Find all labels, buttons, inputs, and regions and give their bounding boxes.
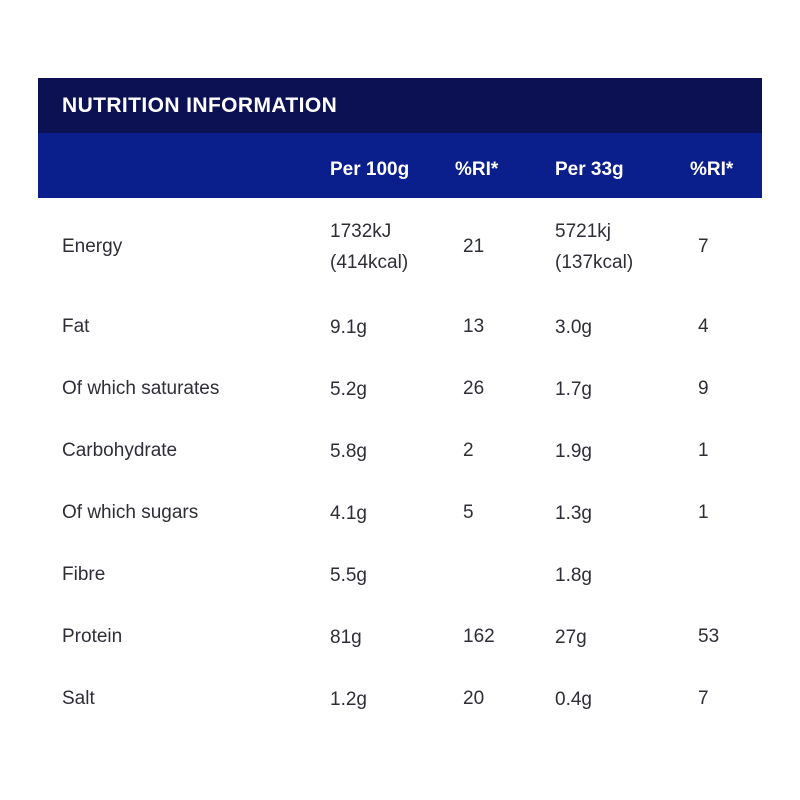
table-row-protein: Protein 81g 162 27g 53: [38, 606, 762, 668]
protein-ri-100g: 162: [463, 626, 495, 647]
salt-ri-100g: 20: [463, 688, 485, 709]
table-title: NUTRITION INFORMATION: [62, 93, 338, 117]
row-label: Fibre: [62, 564, 106, 585]
table-body: Energy 1732kJ (414kcal) 21 5721kj (137kc…: [38, 198, 762, 730]
salt-per-33g: 0.4g: [555, 688, 592, 710]
sugars-per-100g: 4.1g: [330, 502, 367, 524]
saturates-ri-33g: 9: [698, 378, 709, 399]
row-label: Energy: [62, 236, 123, 257]
protein-per-33g: 27g: [555, 626, 587, 648]
table-title-bar: NUTRITION INFORMATION: [38, 78, 762, 133]
header-ri-100g: %RI*: [455, 158, 499, 180]
sugars-per-33g: 1.3g: [555, 502, 592, 524]
header-ri-33g: %RI*: [690, 158, 734, 180]
row-label: Of which saturates: [62, 378, 220, 399]
table-row-salt: Salt 1.2g 20 0.4g 7: [38, 668, 762, 730]
sugars-ri-100g: 5: [463, 502, 474, 523]
salt-per-100g: 1.2g: [330, 688, 367, 710]
table-row-carbohydrate: Carbohydrate 5.8g 2 1.9g 1: [38, 420, 762, 482]
row-label: Of which sugars: [62, 502, 199, 523]
header-per-100g: Per 100g: [330, 158, 410, 180]
fat-ri-100g: 13: [463, 316, 485, 337]
table-header-row: Per 100g %RI* Per 33g %RI*: [38, 133, 762, 198]
fat-per-33g: 3.0g: [555, 316, 592, 338]
table-row-fat: Fat 9.1g 13 3.0g 4: [38, 296, 762, 358]
table-row-fibre: Fibre 5.5g 1.8g: [38, 544, 762, 606]
energy-per-100g-cell: 1732kJ (414kcal): [330, 216, 455, 278]
energy-per-33g-cell: 5721kj (137kcal): [555, 216, 690, 278]
carbohydrate-per-33g: 1.9g: [555, 440, 592, 462]
nutrition-table: NUTRITION INFORMATION Per 100g %RI* Per …: [38, 78, 762, 730]
energy-ri-100g: 21: [463, 236, 485, 257]
saturates-per-33g: 1.7g: [555, 378, 592, 400]
row-label: Salt: [62, 688, 95, 709]
sugars-ri-33g: 1: [698, 502, 709, 523]
fat-ri-33g: 4: [698, 316, 709, 337]
fibre-per-33g: 1.8g: [555, 564, 592, 586]
protein-ri-33g: 53: [698, 626, 720, 647]
carbohydrate-ri-33g: 1: [698, 440, 709, 461]
protein-per-100g: 81g: [330, 626, 362, 648]
energy-per-100g-kcal: (414kcal): [330, 252, 409, 273]
fat-per-100g: 9.1g: [330, 316, 367, 338]
carbohydrate-ri-100g: 2: [463, 440, 474, 461]
energy-per-33g-kj: 5721kj: [555, 221, 611, 242]
carbohydrate-per-100g: 5.8g: [330, 440, 367, 462]
energy-ri-33g: 7: [698, 236, 709, 257]
row-label: Fat: [62, 316, 90, 337]
row-label: Protein: [62, 626, 123, 647]
saturates-ri-100g: 26: [463, 378, 485, 399]
energy-per-100g-kj: 1732kJ: [330, 221, 392, 242]
saturates-per-100g: 5.2g: [330, 378, 367, 400]
row-label: Carbohydrate: [62, 440, 178, 461]
table-row-energy: Energy 1732kJ (414kcal) 21 5721kj (137kc…: [38, 198, 762, 296]
fibre-per-100g: 5.5g: [330, 564, 367, 586]
salt-ri-33g: 7: [698, 688, 709, 709]
header-per-33g: Per 33g: [555, 158, 624, 180]
table-row-saturates: Of which saturates 5.2g 26 1.7g 9: [38, 358, 762, 420]
table-row-sugars: Of which sugars 4.1g 5 1.3g 1: [38, 482, 762, 544]
energy-per-33g-kcal: (137kcal): [555, 252, 634, 273]
